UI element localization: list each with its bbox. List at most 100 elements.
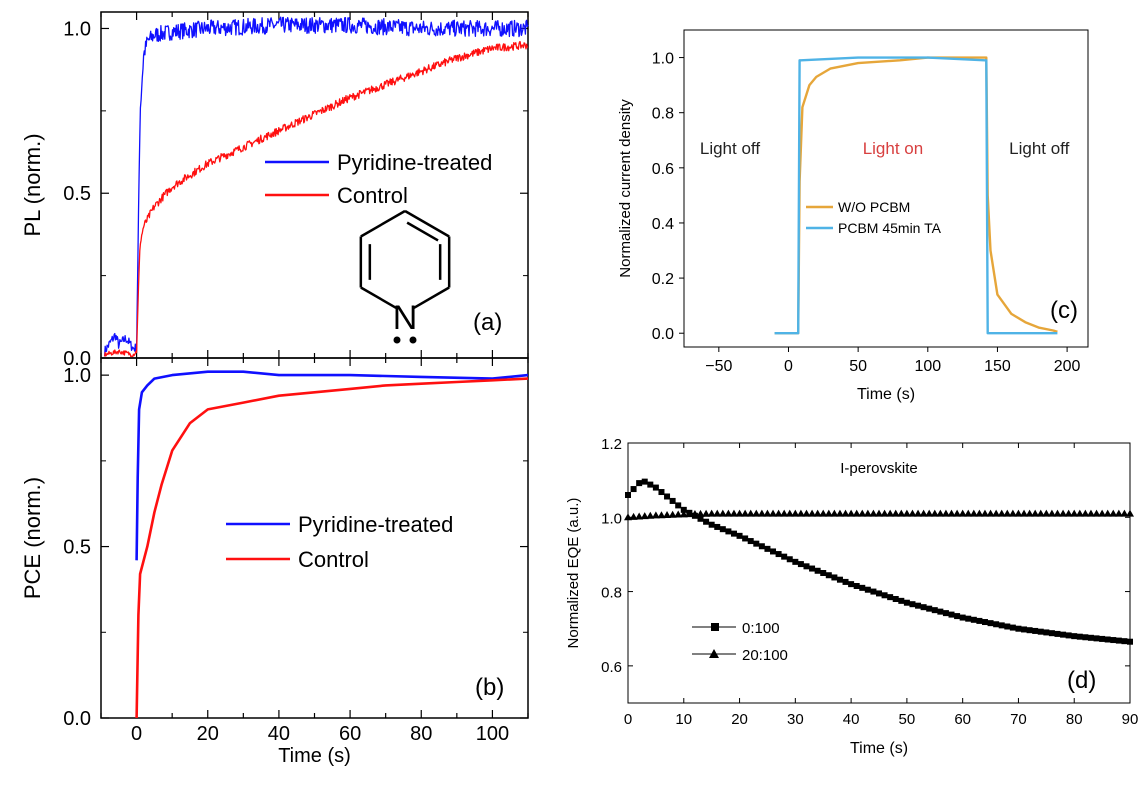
square-marker: [1082, 634, 1089, 641]
panel-label: (c): [1050, 297, 1078, 324]
square-marker: [719, 526, 726, 533]
square-marker: [680, 506, 687, 513]
x-tick-label: 20: [197, 723, 219, 745]
square-marker: [658, 489, 665, 496]
triangle-marker: [897, 509, 906, 517]
triangle-marker: [819, 509, 828, 517]
triangle-marker: [785, 509, 794, 517]
y-tick-label: 0.5: [63, 183, 91, 205]
square-marker: [697, 515, 704, 522]
square-marker: [848, 581, 855, 588]
square-marker: [803, 563, 810, 570]
y-tick-label: 0.2: [652, 271, 674, 288]
triangle-marker: [657, 511, 666, 519]
square-marker: [876, 590, 882, 597]
square-marker: [753, 540, 760, 547]
triangle-marker: [835, 509, 844, 517]
square-marker: [959, 614, 966, 621]
square-marker: [842, 578, 849, 585]
square-marker: [1115, 637, 1122, 644]
square-marker: [892, 596, 899, 602]
square-marker: [920, 604, 927, 611]
triangle-marker: [690, 510, 699, 518]
x-tick-label: 100: [476, 723, 509, 745]
chart-title: I-perovskite: [840, 460, 918, 477]
triangle-marker: [624, 513, 632, 521]
triangle-marker: [757, 509, 766, 517]
triangle-marker: [635, 512, 644, 520]
square-marker: [1054, 630, 1061, 637]
triangle-marker: [685, 510, 694, 518]
triangle-marker: [986, 509, 995, 517]
triangle-marker: [741, 509, 750, 517]
square-marker: [993, 621, 1000, 628]
x-tick-label: 50: [849, 358, 867, 375]
triangle-marker: [925, 509, 934, 517]
triangle-marker: [713, 509, 722, 517]
x-tick-label: 100: [914, 358, 941, 375]
triangle-marker: [875, 509, 883, 517]
x-tick-label: 150: [984, 358, 1011, 375]
square-marker: [725, 528, 732, 535]
y-tick-label: 1.0: [601, 510, 622, 527]
square-marker: [775, 551, 782, 558]
triangle-marker: [802, 509, 811, 517]
series-line-control: [135, 377, 529, 719]
triangle-marker: [646, 511, 655, 519]
square-marker: [647, 481, 654, 488]
square-marker: [636, 480, 643, 487]
annotation-text: Light off: [700, 139, 760, 158]
triangle-marker: [1098, 509, 1107, 517]
triangle-marker: [1103, 509, 1112, 517]
square-marker: [1043, 629, 1050, 636]
triangle-marker: [858, 509, 867, 517]
square-marker: [1032, 627, 1039, 634]
triangle-marker: [651, 511, 660, 519]
x-tick-label: 90: [1122, 711, 1139, 728]
triangle-marker: [674, 510, 683, 518]
triangle-marker: [1092, 509, 1101, 517]
triangle-marker: [880, 509, 889, 517]
square-marker: [764, 545, 771, 552]
square-marker: [1048, 630, 1055, 637]
square-marker: [831, 574, 838, 581]
x-tick-label: 80: [410, 723, 432, 745]
square-marker: [942, 610, 949, 617]
y-tick-label: 0.5: [63, 537, 91, 559]
series-line-pyridine-treated: [135, 370, 529, 561]
triangle-marker: [824, 509, 833, 517]
pyridine-bond: [360, 209, 406, 238]
lone-pair-dot: [409, 336, 417, 344]
triangle-marker: [1003, 509, 1012, 517]
square-marker: [703, 518, 710, 525]
x-tick-label: 30: [787, 711, 804, 728]
x-tick-label: 40: [843, 711, 860, 728]
square-marker: [970, 616, 977, 623]
x-tick-label: 20: [731, 711, 748, 728]
triangle-marker: [780, 509, 789, 517]
square-marker: [1026, 627, 1033, 634]
square-marker: [825, 572, 832, 579]
square-marker: [758, 543, 765, 550]
square-marker: [859, 584, 866, 591]
square-marker: [1076, 633, 1083, 640]
square-marker: [853, 583, 860, 589]
square-marker: [870, 588, 877, 595]
triangle-marker: [774, 509, 783, 517]
triangle-marker: [813, 509, 822, 517]
legend-label: 20:100: [742, 647, 788, 664]
plot-frame: [100, 357, 529, 719]
lone-pair-dot: [393, 336, 401, 344]
y-tick-label: 0.6: [652, 161, 674, 178]
x-tick-label: 40: [268, 723, 290, 745]
series-line-wo-pcbm: [774, 56, 1058, 335]
x-tick-label: 50: [899, 711, 916, 728]
square-marker: [820, 570, 827, 576]
y-axis-label: PL (norm.): [20, 133, 45, 236]
square-marker: [1093, 635, 1100, 642]
triangle-marker: [668, 510, 677, 518]
square-marker: [981, 619, 988, 626]
square-marker: [998, 622, 1005, 629]
x-axis-label: Time (s): [278, 745, 351, 767]
